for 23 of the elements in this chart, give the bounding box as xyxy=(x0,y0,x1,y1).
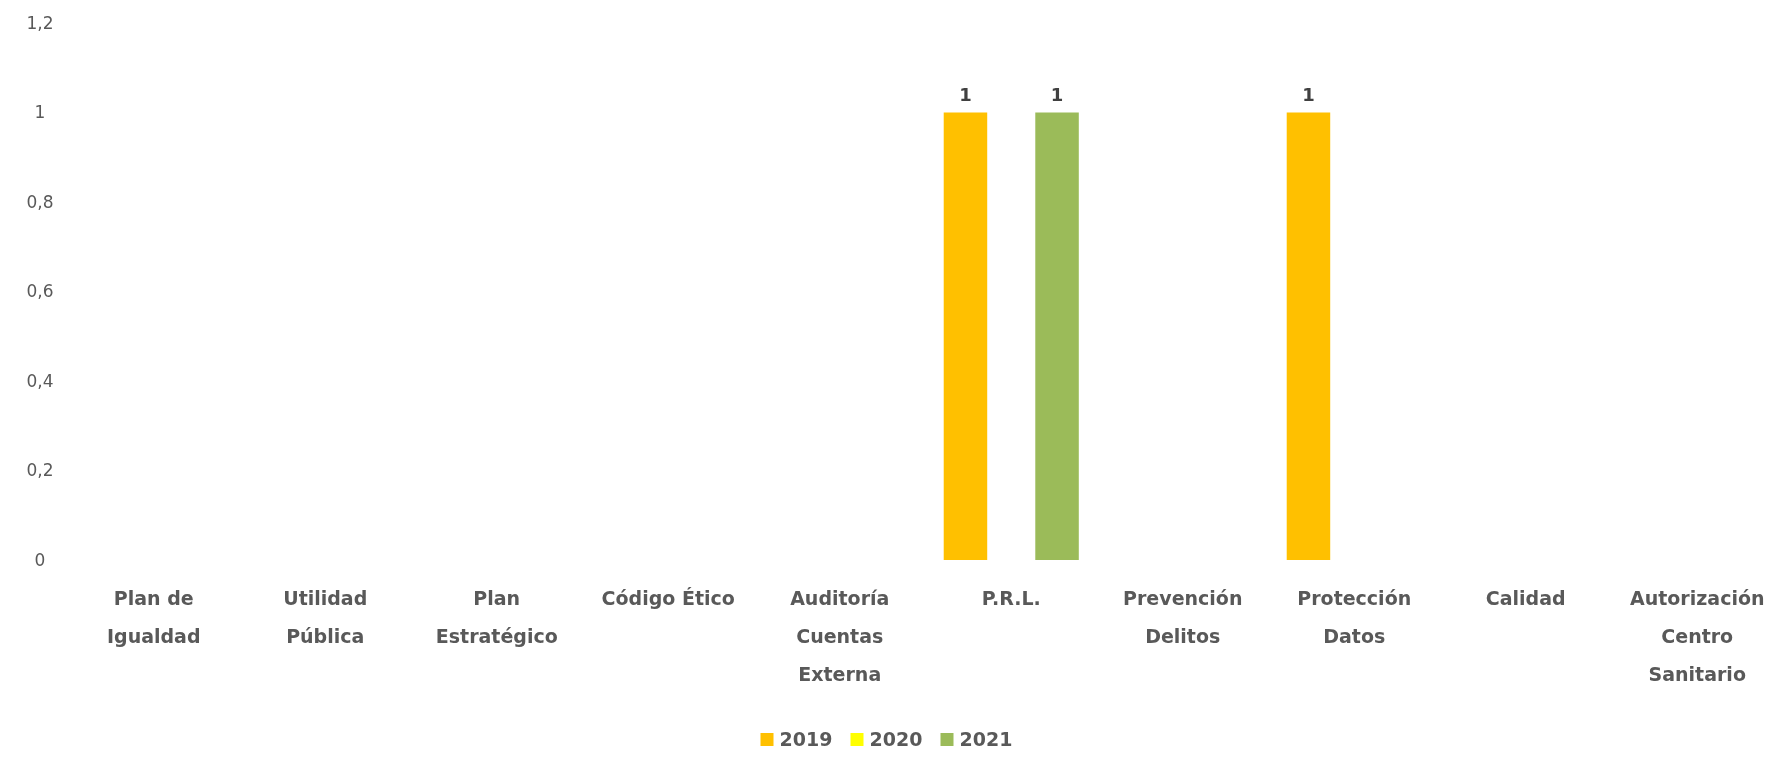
y-tick-label: 0,6 xyxy=(26,281,54,302)
data-label: 1 xyxy=(1302,83,1315,105)
x-tick-label: Utilidad Pública xyxy=(283,587,368,647)
x-tick-label: Calidad xyxy=(1485,587,1566,609)
y-tick-label: 0,4 xyxy=(26,370,54,391)
y-tick-label: 1 xyxy=(34,102,46,123)
x-tick-label: Plan Estratégico xyxy=(435,587,558,647)
x-tick-label: P.R.L. xyxy=(981,587,1041,609)
x-tick-label: Protección Datos xyxy=(1297,587,1412,647)
x-tick-label: Autorización Centro Sanitario xyxy=(1630,587,1765,685)
y-tick-label: 0,2 xyxy=(26,460,54,481)
x-tick-label: Prevención Delitos xyxy=(1123,587,1243,647)
y-tick-label: 1,2 xyxy=(26,12,54,33)
legend-label: 2019 xyxy=(779,728,833,750)
y-tick-label: 0 xyxy=(34,549,46,570)
y-tick-label: 0,8 xyxy=(26,191,54,212)
x-tick-label: Código Ético xyxy=(601,587,735,609)
x-tick-label: Plan de Igualdad xyxy=(106,587,201,647)
legend-label: 2020 xyxy=(869,728,923,750)
legend-label: 2021 xyxy=(959,728,1013,750)
data-label: 1 xyxy=(1050,83,1064,105)
data-label: 1 xyxy=(959,83,972,105)
x-tick-label: Auditoría Cuentas Externa xyxy=(790,587,890,685)
